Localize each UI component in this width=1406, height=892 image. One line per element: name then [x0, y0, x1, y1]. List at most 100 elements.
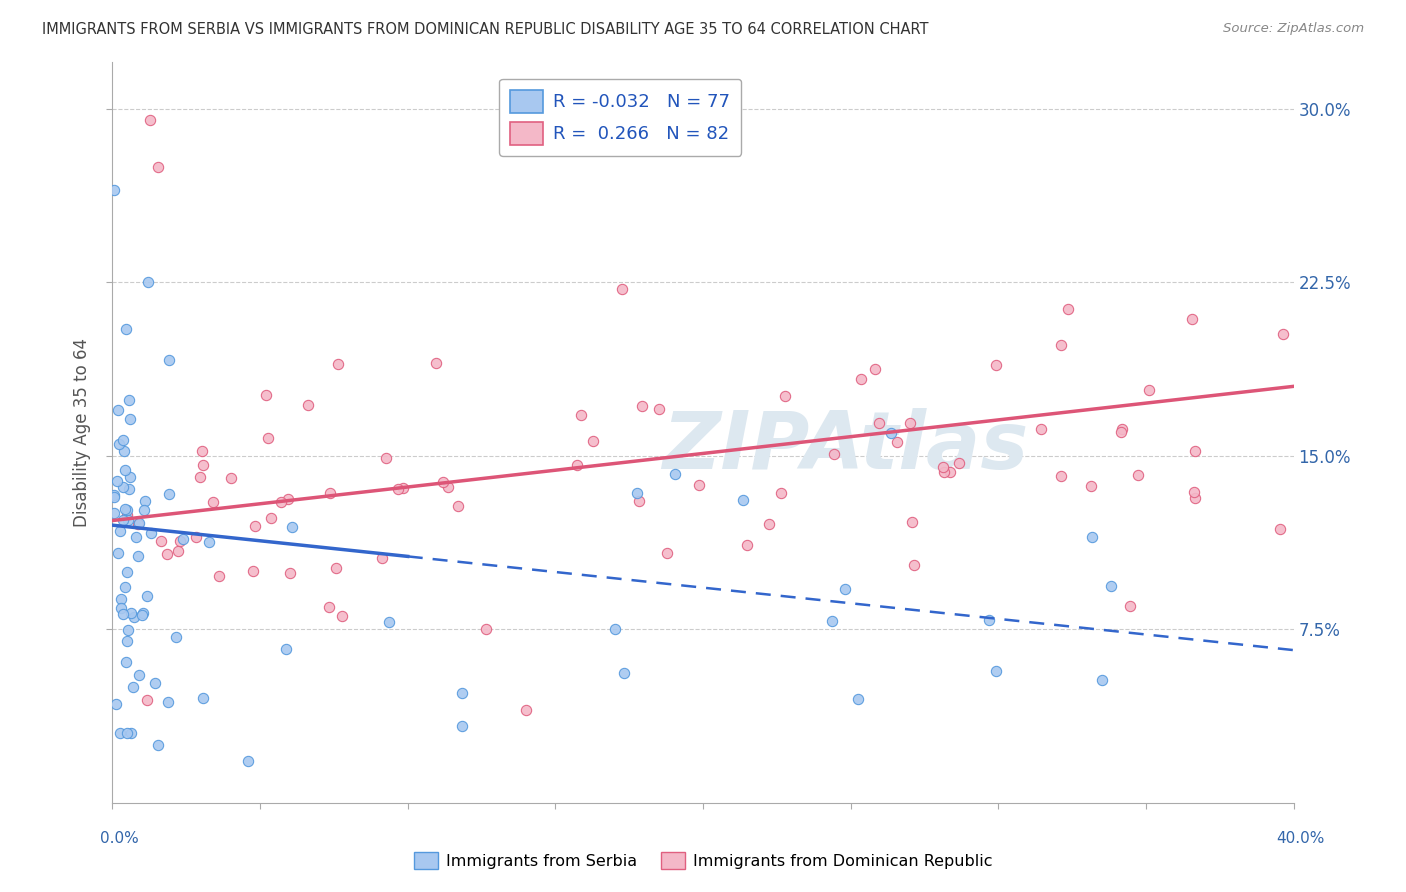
Point [631, 399, 654, 413]
Point [628, 494, 651, 508]
Point [901, 515, 924, 529]
Point [157, 353, 180, 368]
Point [107, 546, 129, 560]
Point [157, 695, 180, 709]
Point [613, 665, 636, 680]
Point [198, 535, 221, 549]
Point [112, 444, 135, 458]
Point [117, 623, 139, 637]
Point [378, 615, 401, 630]
Point [103, 490, 125, 504]
Point [191, 690, 214, 705]
Point [191, 444, 214, 458]
Point [515, 703, 537, 717]
Point [1182, 484, 1205, 499]
Point [110, 601, 132, 615]
Point [114, 655, 136, 669]
Point [256, 431, 278, 445]
Point [1080, 530, 1102, 544]
Point [145, 675, 167, 690]
Y-axis label: Disability Age 35 to 64: Disability Age 35 to 64 [73, 338, 91, 527]
Point [103, 506, 125, 520]
Point [318, 600, 340, 615]
Point [104, 698, 127, 712]
Point [984, 358, 1007, 372]
Point [932, 465, 955, 479]
Point [664, 467, 686, 481]
Point [425, 356, 447, 370]
Point [325, 561, 347, 575]
Point [136, 589, 159, 603]
Point [655, 546, 678, 560]
Point [112, 607, 135, 621]
Point [731, 492, 754, 507]
Point [107, 437, 129, 451]
Point [371, 551, 394, 566]
Point [834, 582, 856, 597]
Point [254, 388, 277, 402]
Point [105, 474, 128, 488]
Point [868, 416, 890, 430]
Point [208, 569, 231, 583]
Point [567, 458, 589, 473]
Point [134, 503, 156, 517]
Point [112, 433, 135, 447]
Point [1049, 468, 1071, 483]
Point [114, 463, 136, 477]
Point [851, 371, 873, 385]
Point [188, 470, 211, 484]
Point [117, 726, 139, 740]
Point [977, 613, 1000, 627]
Point [1181, 311, 1204, 326]
Point [848, 691, 870, 706]
Legend: R = -0.032   N = 77, R =  0.266   N = 82: R = -0.032 N = 77, R = 0.266 N = 82 [499, 78, 741, 156]
Point [260, 511, 283, 525]
Point [127, 517, 149, 532]
Point [903, 558, 925, 573]
Point [242, 564, 264, 578]
Point [103, 487, 125, 501]
Point [879, 425, 901, 440]
Text: 0.0%: 0.0% [100, 831, 139, 846]
Point [172, 532, 194, 546]
Point [103, 183, 125, 197]
Point [115, 502, 138, 516]
Point [131, 608, 153, 623]
Point [115, 508, 138, 522]
Point [328, 357, 350, 371]
Text: ZIPAtlas: ZIPAtlas [662, 409, 1028, 486]
Point [219, 471, 242, 485]
Point [1099, 578, 1122, 592]
Point [122, 610, 145, 624]
Text: 40.0%: 40.0% [1277, 831, 1324, 846]
Point [127, 549, 149, 563]
Point [1184, 491, 1206, 506]
Point [115, 321, 138, 335]
Point [276, 641, 298, 656]
Point [770, 486, 793, 500]
Point [125, 530, 148, 544]
Point [157, 487, 180, 501]
Point [148, 738, 170, 752]
Point [128, 516, 150, 530]
Point [128, 668, 150, 682]
Point [278, 566, 301, 581]
Point [865, 361, 887, 376]
Point [166, 544, 188, 558]
Point [447, 499, 470, 513]
Point [984, 664, 1007, 678]
Point [118, 483, 141, 497]
Point [582, 434, 605, 448]
Point [297, 398, 319, 412]
Point [236, 754, 259, 768]
Point [886, 435, 908, 450]
Point [115, 565, 138, 579]
Point [114, 580, 136, 594]
Point [115, 633, 138, 648]
Point [146, 160, 169, 174]
Point [898, 416, 921, 430]
Point [134, 494, 156, 508]
Point [169, 534, 191, 549]
Point [932, 459, 955, 474]
Point [108, 524, 131, 538]
